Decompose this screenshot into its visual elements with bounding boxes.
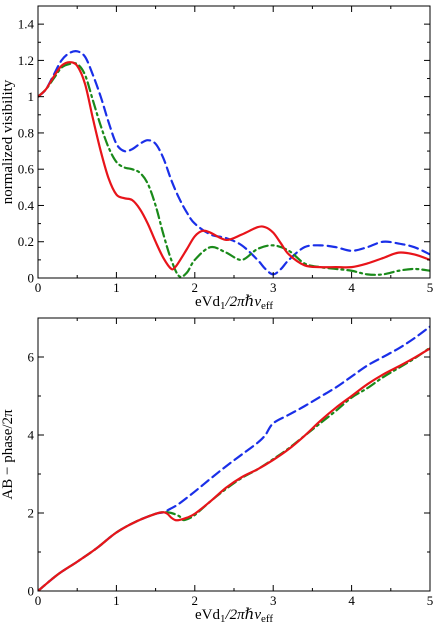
y-tick-label: 0 bbox=[28, 271, 35, 286]
series-line-dashed bbox=[38, 325, 430, 591]
y-tick-label: 1.2 bbox=[18, 53, 34, 68]
x-axis-title: eVd1/2πℏveff bbox=[195, 607, 273, 625]
y-tick-label: 1.4 bbox=[18, 17, 35, 32]
y-tick-label: 1 bbox=[28, 89, 35, 104]
x-tick-label: 2 bbox=[192, 280, 199, 295]
y-tick-label: 0.8 bbox=[18, 125, 34, 140]
series-line-dashed bbox=[38, 50, 430, 276]
x-tick-label: 5 bbox=[427, 593, 434, 608]
y-tick-label: 0.4 bbox=[18, 198, 35, 213]
y-tick-label: 4 bbox=[28, 428, 35, 443]
x-tick-label: 4 bbox=[348, 593, 355, 608]
x-tick-label: 3 bbox=[270, 280, 277, 295]
plot-frame bbox=[37, 317, 431, 592]
series-line-dashdot bbox=[38, 61, 430, 278]
x-tick-label: 0 bbox=[35, 593, 42, 608]
x-tick-label: 3 bbox=[270, 593, 277, 608]
x-tick-label: 5 bbox=[427, 280, 434, 295]
plot-panel-2: 0 1 2 3 4 5 0 2 4 6 eVd1/2πℏveff AB − phase/2π bbox=[0, 317, 434, 625]
y-axis-title: AB − phase/2π bbox=[0, 409, 16, 500]
y-tick-label: 6 bbox=[28, 350, 35, 365]
x-tick-label: 0 bbox=[35, 280, 42, 295]
x-tick-label: 1 bbox=[113, 280, 120, 295]
x-tick-label: 4 bbox=[348, 280, 355, 295]
y-tick-label: 2 bbox=[28, 506, 35, 521]
y-tick-label: 0.2 bbox=[18, 234, 34, 249]
y-tick-label: 0 bbox=[28, 584, 35, 599]
x-tick-label: 2 bbox=[192, 593, 199, 608]
y-axis-title: normalized visibility bbox=[0, 79, 16, 204]
plot-panel-1: 0 1 2 3 4 5 0 0.2 0.4 0.6 0.8 1 1.2 1.4 eVd1/2πℏveff no… bbox=[0, 5, 434, 312]
y-tick-label: 0.6 bbox=[18, 162, 35, 177]
series-line-solid bbox=[38, 61, 430, 271]
series-line-solid bbox=[38, 347, 430, 591]
x-axis-title: eVd1/2πℏveff bbox=[195, 294, 273, 312]
x-tick-label: 1 bbox=[113, 593, 120, 608]
series-line-dashdot bbox=[38, 346, 430, 591]
